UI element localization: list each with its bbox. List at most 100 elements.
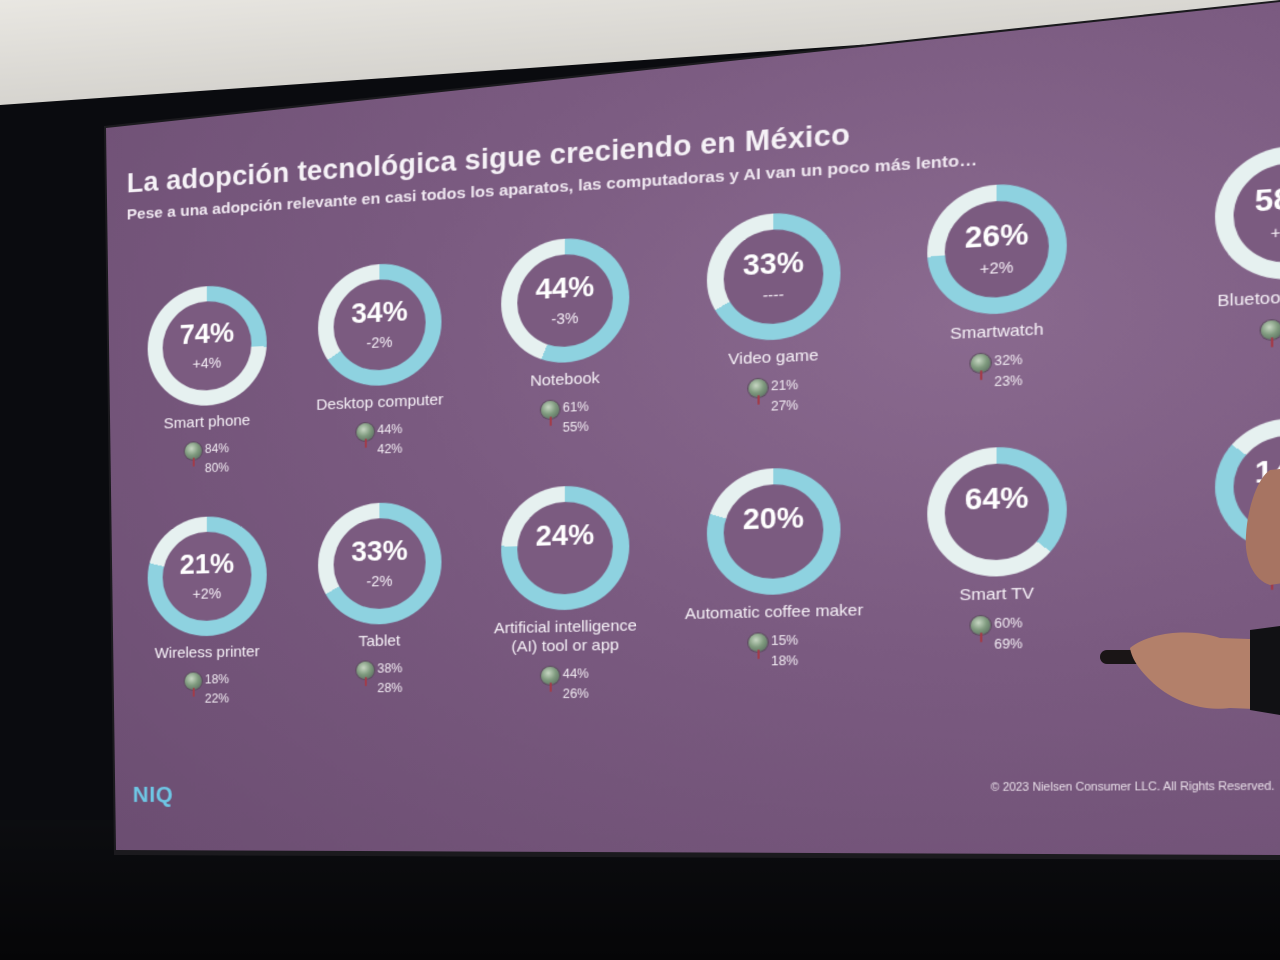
adoption-donut: 33% ---- <box>707 209 841 343</box>
adoption-donut: 34% -2% <box>318 261 441 389</box>
globe-icon <box>185 672 202 689</box>
adoption-percent: 64% <box>927 480 1067 518</box>
globe-icon <box>541 400 559 419</box>
stat-values: 44% 42% <box>377 420 402 460</box>
regional-stats: 18% 22% <box>127 669 288 710</box>
globe-icon <box>185 442 202 460</box>
stat-values: 38% 28% <box>377 659 402 699</box>
globe-icon <box>971 616 991 635</box>
adoption-donut: 21% +2% <box>148 515 267 637</box>
stat-values: 18% 22% <box>205 670 229 709</box>
stat-primary: 44% <box>563 664 589 684</box>
adoption-change: +3% <box>1215 219 1280 245</box>
adoption-donut: 33% -2% <box>318 501 441 626</box>
stat-values: 21% 27% <box>771 375 798 417</box>
device-tile: 33% ---- Video game 21% 27% <box>684 208 865 421</box>
regional-stats: 84% 80% <box>127 437 288 482</box>
stat-secondary: 42% <box>377 439 402 460</box>
device-tile: 74% +4% Smart phone 84% 80% <box>127 282 288 482</box>
device-tile: 24% Artificial intelligence (AI) tool or … <box>479 483 653 705</box>
stat-values: 84% 80% <box>205 439 229 478</box>
stat-values: 60% 69% <box>994 613 1022 655</box>
stat-secondary: 80% <box>205 458 229 478</box>
adoption-donut: 24% <box>501 484 629 611</box>
stat-primary: 15% <box>771 631 798 652</box>
stat-secondary: 55% <box>563 417 589 438</box>
adoption-percent: 21% <box>148 547 267 582</box>
regional-stats: 44% 42% <box>296 417 463 463</box>
device-tile: 44% -3% Notebook 61% 55% <box>479 234 653 442</box>
stat-primary: 61% <box>563 397 589 418</box>
stat-secondary: 28% <box>377 678 402 698</box>
device-label: Video game <box>684 344 865 372</box>
adoption-percent: 26% <box>927 216 1067 258</box>
adoption-percent: 34% <box>318 294 441 332</box>
globe-icon <box>1261 320 1280 340</box>
stat-primary: 38% <box>377 659 402 679</box>
adoption-donut: 64% <box>927 445 1067 578</box>
device-label: Smart TV <box>903 583 1092 607</box>
stat-values: 44% 26% <box>563 664 589 704</box>
globe-icon <box>541 667 559 685</box>
stat-secondary: 26% <box>563 684 589 704</box>
stat-secondary: 22% <box>205 689 229 709</box>
adoption-change: -2% <box>318 571 441 591</box>
regional-stats: 60% 69% <box>903 612 1092 657</box>
adoption-percent: 20% <box>707 500 841 537</box>
adoption-change <box>707 539 841 543</box>
stat-secondary: 27% <box>771 396 798 417</box>
adoption-percent: 33% <box>707 244 841 285</box>
adoption-percent: 44% <box>501 269 629 308</box>
globe-icon <box>971 353 991 372</box>
device-label: Smart phone <box>127 410 288 435</box>
regional-stats: 21% 27% <box>684 372 865 420</box>
presenter-hand-upper <box>1230 460 1280 610</box>
globe-icon <box>356 423 374 441</box>
device-tile: 26% +2% Smartwatch 32% 23% <box>903 179 1092 397</box>
stat-primary: 32% <box>994 350 1022 372</box>
device-tile: 34% -2% Desktop computer 44% 42% <box>296 259 463 463</box>
device-label: Artificial intelligence (AI) tool or app <box>479 616 653 657</box>
device-tile: 58%+3%Bluetooth earbud49%51% <box>1189 140 1280 365</box>
copyright-notice: © 2023 Nielsen Consumer LLC. All Rights … <box>991 781 1275 794</box>
stat-values: 32% 23% <box>994 350 1022 393</box>
adoption-percent: 58% <box>1215 178 1280 222</box>
regional-stats: 32% 23% <box>903 347 1092 397</box>
presenter-hand <box>1100 620 1280 730</box>
regional-stats: 49%51% <box>1189 313 1280 365</box>
stat-secondary: 18% <box>771 651 798 672</box>
adoption-donut: 58% +3% <box>1215 142 1280 283</box>
stat-primary: 60% <box>994 613 1022 634</box>
device-label: Wireless printer <box>127 642 288 663</box>
regional-stats: 61% 55% <box>479 394 653 441</box>
adoption-percent: 33% <box>318 534 441 569</box>
device-label: Automatic coffee maker <box>684 601 865 624</box>
device-label: Bluetooth earbud <box>1189 283 1280 313</box>
adoption-percent: 74% <box>148 315 267 352</box>
device-tile: 21% +2% Wireless printer 18% 22% <box>127 514 288 710</box>
adoption-donut: 20% <box>707 466 841 596</box>
stat-primary: 44% <box>377 420 402 441</box>
device-tile: 64% Smart TV 60% 69% <box>903 444 1092 657</box>
globe-icon <box>748 633 767 652</box>
adoption-change: ---- <box>707 283 841 307</box>
adoption-donut: 74% +4% <box>148 283 267 408</box>
regional-stats: 44% 26% <box>479 663 653 705</box>
regional-stats: 38% 28% <box>296 658 463 700</box>
adoption-change <box>501 556 629 559</box>
adoption-change: +2% <box>927 255 1067 280</box>
stat-primary: 21% <box>771 375 798 397</box>
device-label: Smartwatch <box>903 318 1092 347</box>
device-label: Desktop computer <box>296 390 463 416</box>
device-tile: 20% Automatic coffee maker 15% 18% <box>684 465 865 673</box>
stat-values: 15% 18% <box>771 631 798 672</box>
regional-stats: 15% 18% <box>684 629 865 673</box>
device-tile: 33% -2% Tablet 38% 28% <box>296 500 463 699</box>
stat-secondary: 23% <box>994 371 1022 393</box>
globe-icon <box>748 379 767 398</box>
stat-primary: 84% <box>205 439 229 459</box>
adoption-change: +4% <box>148 352 267 374</box>
niq-logo: NIQ <box>133 782 174 808</box>
stat-secondary: 69% <box>994 634 1022 655</box>
